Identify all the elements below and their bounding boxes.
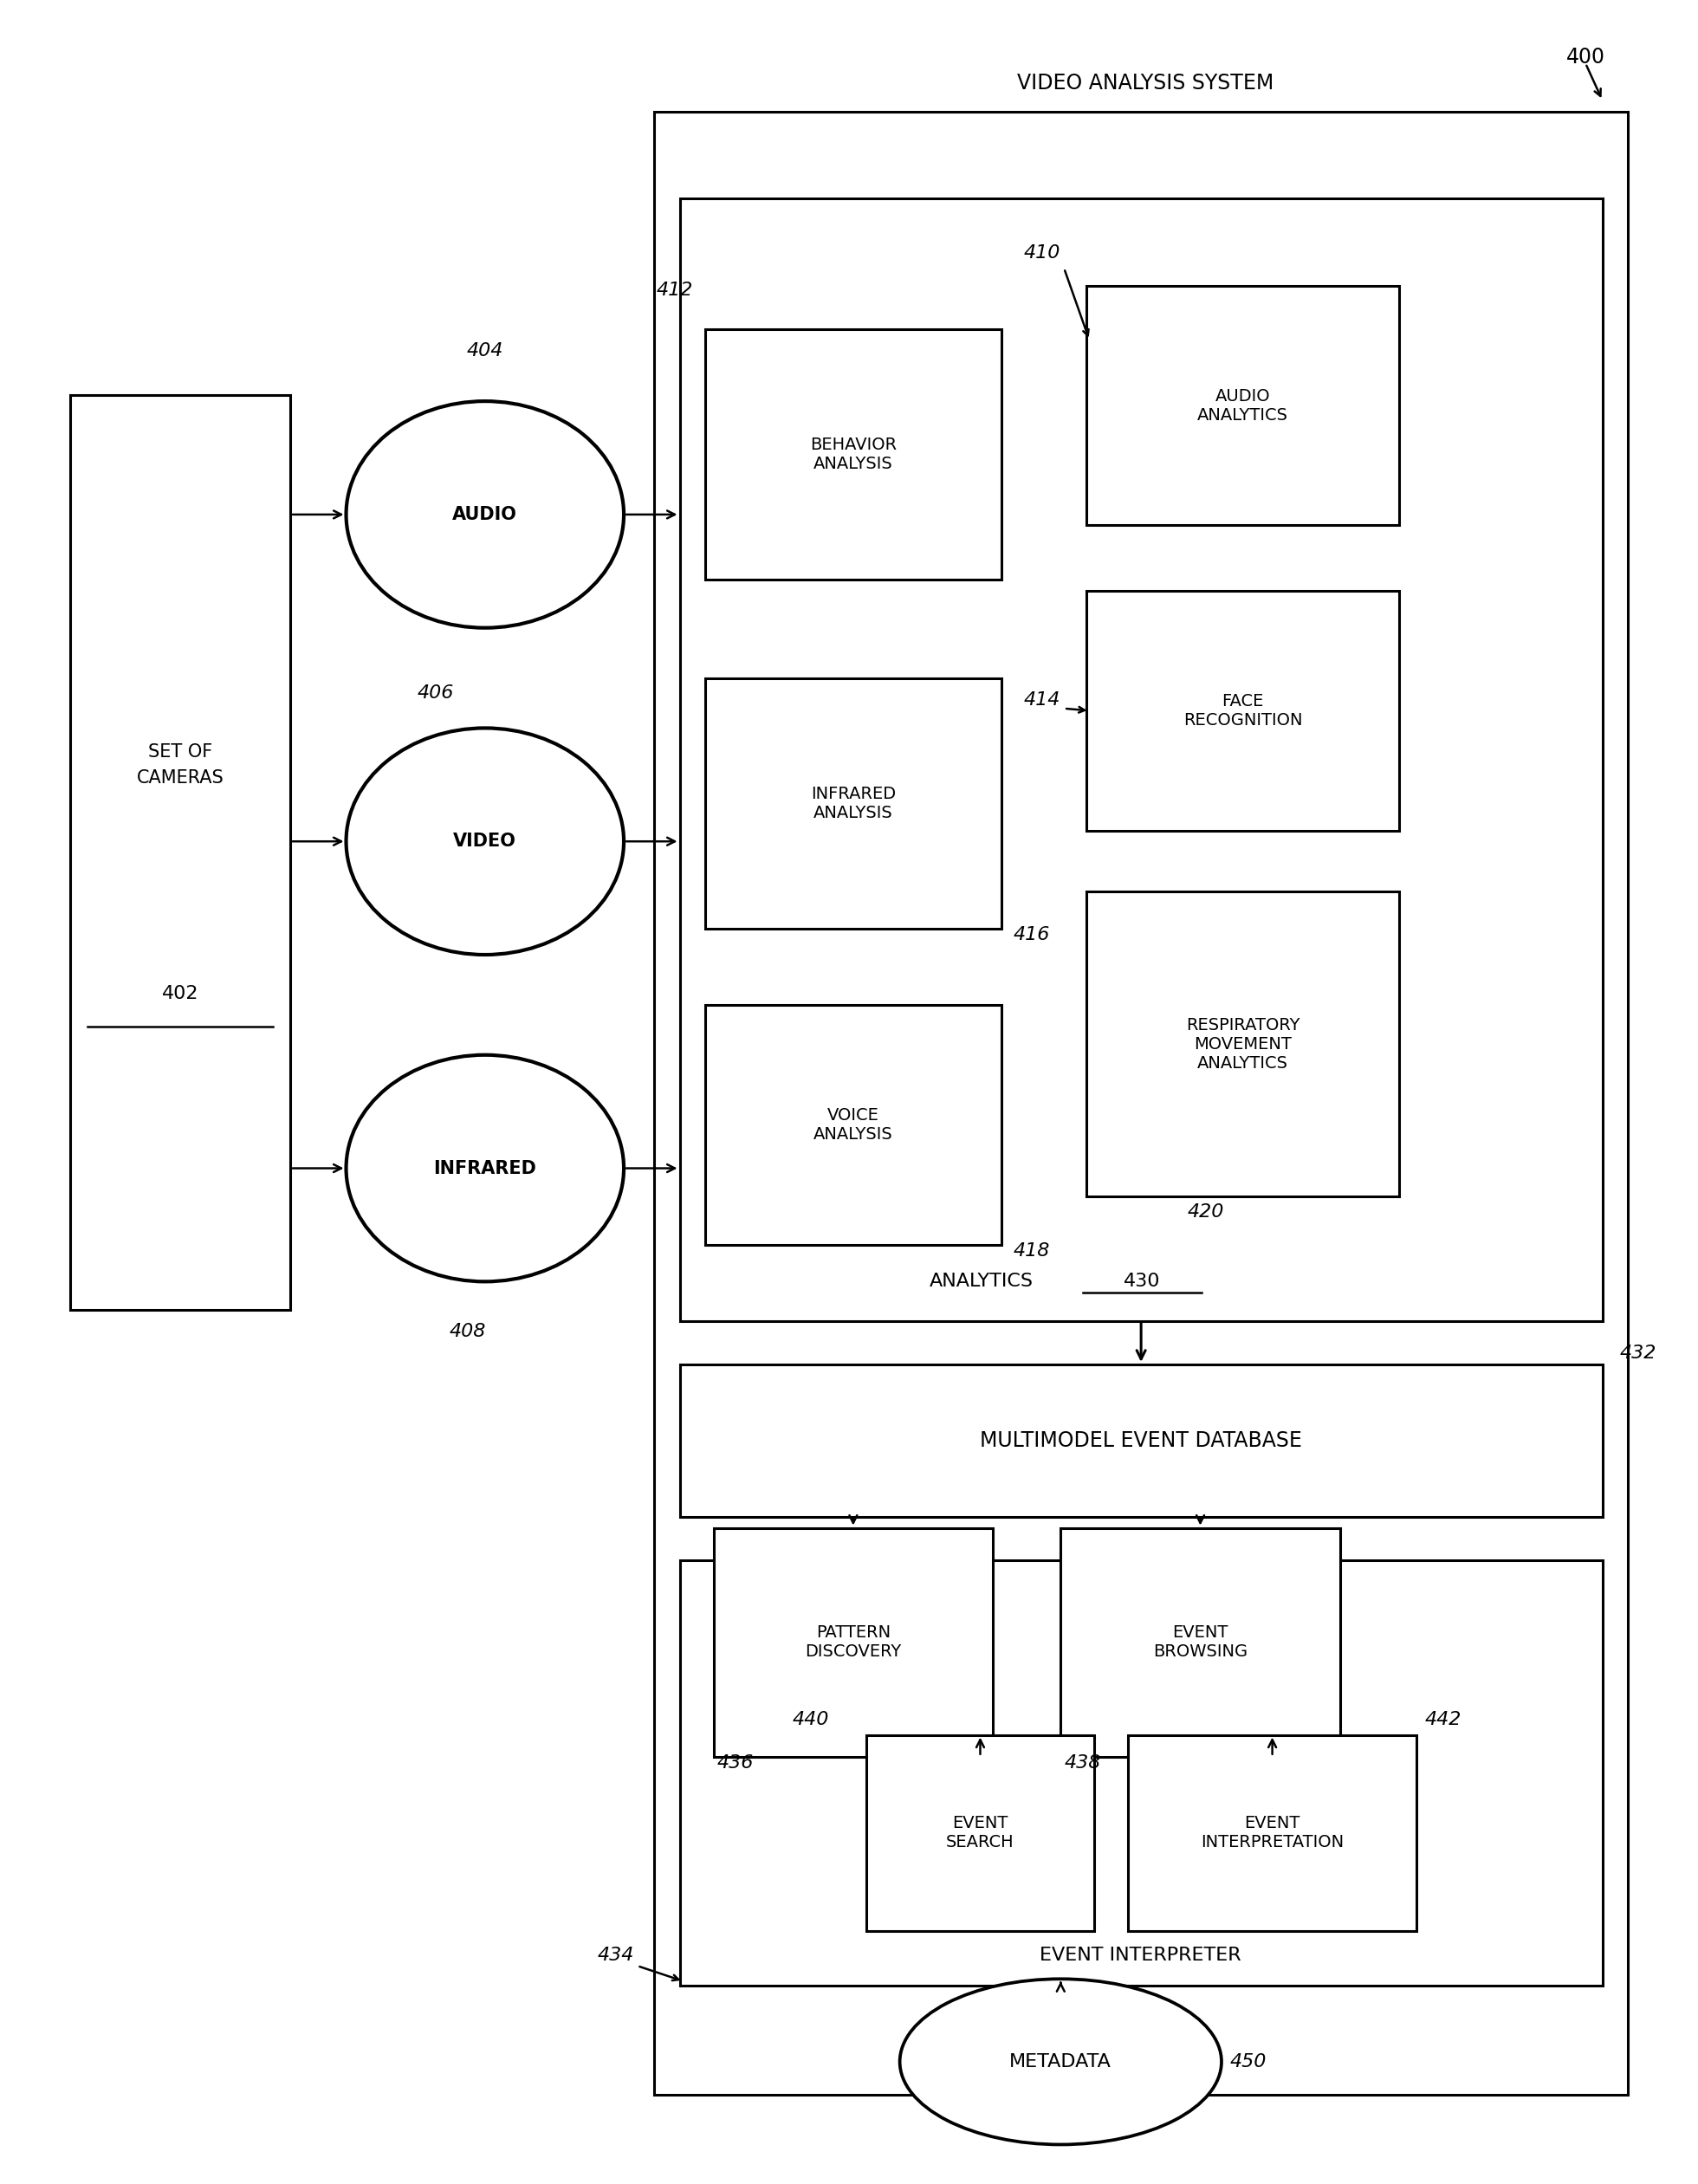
FancyBboxPatch shape [705,677,1002,928]
FancyBboxPatch shape [1061,1529,1340,1756]
Text: 432: 432 [1620,1345,1656,1363]
FancyBboxPatch shape [866,1734,1095,1931]
Text: 438: 438 [1065,1754,1100,1771]
Text: AUDIO
ANALYTICS: AUDIO ANALYTICS [1197,389,1289,424]
Text: 408: 408 [450,1324,486,1341]
Ellipse shape [346,727,623,954]
FancyBboxPatch shape [654,111,1628,2094]
Text: 436: 436 [717,1754,754,1771]
Text: 442: 442 [1425,1710,1462,1728]
Text: 440: 440 [791,1710,829,1728]
Text: 406: 406 [418,684,453,701]
Text: 404: 404 [467,343,503,360]
Text: FACE
RECOGNITION: FACE RECOGNITION [1184,692,1302,729]
Text: METADATA: METADATA [1010,2053,1112,2070]
Ellipse shape [346,402,623,627]
Text: 414: 414 [1024,690,1061,708]
Text: 420: 420 [1187,1203,1224,1221]
Text: MULTIMODEL EVENT DATABASE: MULTIMODEL EVENT DATABASE [980,1431,1302,1450]
Text: INFRARED: INFRARED [433,1160,537,1177]
Text: EVENT INTERPRETER: EVENT INTERPRETER [1039,1946,1241,1963]
Text: VOICE
ANALYSIS: VOICE ANALYSIS [813,1107,893,1142]
FancyBboxPatch shape [1087,592,1399,830]
Text: 412: 412 [657,282,693,299]
Text: EVENT
INTERPRETATION: EVENT INTERPRETATION [1200,1815,1343,1850]
Text: EVENT
SEARCH: EVENT SEARCH [946,1815,1014,1850]
Text: 418: 418 [1014,1243,1049,1260]
Ellipse shape [346,1055,623,1282]
Text: AUDIO: AUDIO [453,507,518,524]
FancyBboxPatch shape [1129,1734,1416,1931]
FancyBboxPatch shape [70,395,290,1310]
Text: 434: 434 [598,1946,633,1963]
Text: 416: 416 [1014,926,1049,943]
Text: EVENT
BROWSING: EVENT BROWSING [1153,1625,1248,1660]
FancyBboxPatch shape [679,1562,1603,1985]
FancyBboxPatch shape [679,1365,1603,1518]
Text: 450: 450 [1229,2053,1267,2070]
FancyBboxPatch shape [1087,286,1399,526]
Text: SET OF
CAMERAS: SET OF CAMERAS [136,743,224,786]
Text: 430: 430 [1124,1273,1160,1291]
FancyBboxPatch shape [705,1005,1002,1245]
Text: PATTERN
DISCOVERY: PATTERN DISCOVERY [805,1625,902,1660]
Text: BEHAVIOR
ANALYSIS: BEHAVIOR ANALYSIS [810,437,897,472]
Text: ANALYTICS: ANALYTICS [929,1273,1032,1291]
Text: 410: 410 [1024,245,1061,262]
FancyBboxPatch shape [1087,891,1399,1197]
FancyBboxPatch shape [679,199,1603,1321]
FancyBboxPatch shape [713,1529,993,1756]
FancyBboxPatch shape [705,330,1002,581]
Ellipse shape [900,1979,1221,2145]
Text: INFRARED
ANALYSIS: INFRARED ANALYSIS [810,786,897,821]
Text: 400: 400 [1566,46,1605,68]
Text: VIDEO: VIDEO [453,832,516,850]
Text: VIDEO ANALYSIS SYSTEM: VIDEO ANALYSIS SYSTEM [1017,72,1274,94]
Text: 402: 402 [161,985,199,1002]
Text: RESPIRATORY
MOVEMENT
ANALYTICS: RESPIRATORY MOVEMENT ANALYTICS [1185,1018,1299,1072]
